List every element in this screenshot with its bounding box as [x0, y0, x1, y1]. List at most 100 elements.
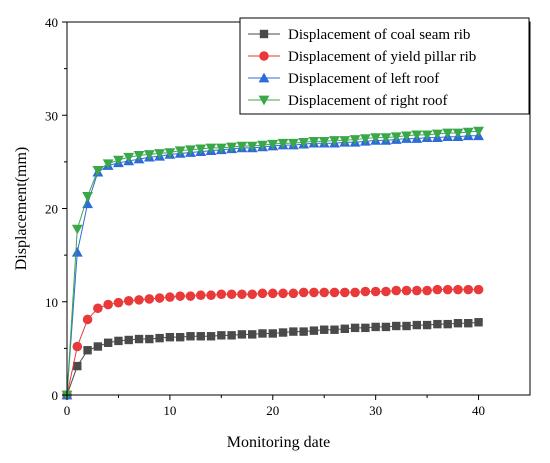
data-point	[309, 326, 319, 335]
data-point	[237, 330, 247, 339]
data-point	[114, 336, 123, 346]
data-point	[71, 224, 83, 235]
data-point	[123, 152, 135, 163]
series-line	[66, 135, 479, 396]
data-point	[433, 319, 442, 329]
data-point	[82, 192, 93, 202]
data-point	[452, 128, 464, 139]
data-point	[113, 297, 124, 308]
y-tick-label: 40	[45, 15, 58, 30]
data-point	[257, 140, 268, 151]
legend-item: Displacement of coal seam rib	[248, 27, 470, 43]
data-point	[464, 318, 473, 328]
data-point	[278, 288, 288, 299]
data-point	[381, 322, 391, 332]
data-point	[462, 127, 474, 138]
data-point	[185, 145, 196, 156]
data-point	[226, 289, 237, 300]
data-point	[195, 144, 207, 155]
data-point	[412, 320, 422, 330]
data-point	[258, 329, 267, 338]
data-point	[217, 331, 226, 340]
data-point	[124, 335, 133, 345]
data-point	[289, 327, 298, 336]
data-point	[72, 341, 83, 352]
x-tick-label: 30	[369, 403, 382, 418]
data-point	[432, 129, 443, 140]
series-1	[62, 318, 483, 400]
data-point	[174, 146, 186, 157]
x-tick-label: 40	[472, 403, 485, 418]
legend-label: Displacement of coal seam rib	[288, 27, 470, 43]
data-point	[442, 128, 454, 139]
data-point	[421, 130, 433, 141]
data-point	[92, 165, 104, 176]
data-point	[267, 139, 279, 150]
data-point	[195, 290, 206, 301]
data-point	[226, 142, 238, 153]
legend-marker	[258, 95, 270, 106]
data-point	[463, 284, 474, 295]
data-point	[206, 290, 216, 301]
data-point	[329, 136, 340, 146]
data-point	[185, 291, 196, 301]
legend: Displacement of coal seam rib Displacemen…	[239, 17, 530, 115]
data-point	[257, 288, 268, 299]
data-point	[133, 151, 145, 161]
data-point	[411, 130, 423, 141]
data-point	[145, 334, 154, 344]
data-point	[443, 319, 452, 329]
data-point	[309, 287, 319, 298]
data-point	[339, 136, 351, 146]
data-point	[308, 137, 320, 147]
data-point	[277, 138, 289, 149]
data-point	[320, 325, 329, 334]
data-point	[422, 320, 432, 330]
data-point	[278, 328, 288, 337]
data-point	[93, 342, 103, 351]
data-point	[453, 284, 463, 295]
y-axis-title: Displacement(mm)	[13, 147, 30, 271]
data-point	[370, 286, 381, 297]
legend-marker	[259, 29, 269, 39]
data-point	[340, 324, 349, 333]
data-point	[144, 294, 155, 304]
data-point	[453, 318, 463, 328]
data-point	[205, 143, 217, 154]
legend-item: Displacement of left roof	[248, 71, 439, 87]
legend-label: Displacement of yield pillar rib	[288, 49, 476, 65]
data-point	[186, 332, 195, 341]
data-point	[93, 303, 103, 314]
data-point	[340, 287, 350, 298]
data-point	[236, 141, 248, 152]
data-point	[196, 332, 205, 341]
data-point	[401, 131, 412, 142]
data-point	[206, 332, 216, 341]
data-point	[248, 330, 257, 339]
data-point	[134, 295, 144, 305]
data-point	[287, 138, 299, 149]
x-tick-label: 10	[163, 403, 176, 418]
data-point	[134, 334, 144, 344]
data-point	[267, 288, 278, 299]
data-point	[113, 155, 124, 166]
y-tick-label: 20	[45, 202, 58, 217]
data-point	[432, 284, 443, 295]
data-point	[102, 159, 114, 170]
data-point	[175, 291, 185, 301]
data-point	[329, 287, 340, 298]
data-point	[349, 135, 361, 145]
data-point	[154, 149, 165, 159]
data-point	[155, 333, 164, 343]
data-point	[442, 284, 453, 295]
legend-box	[239, 17, 530, 115]
data-point	[360, 286, 371, 297]
x-axis-title: Monitoring date	[227, 434, 331, 451]
data-point	[370, 133, 382, 144]
data-point	[73, 361, 82, 371]
data-point	[350, 323, 360, 333]
legend-item: Displacement of yield pillar rib	[248, 49, 476, 65]
plot-area	[61, 126, 484, 401]
data-point	[350, 287, 360, 298]
